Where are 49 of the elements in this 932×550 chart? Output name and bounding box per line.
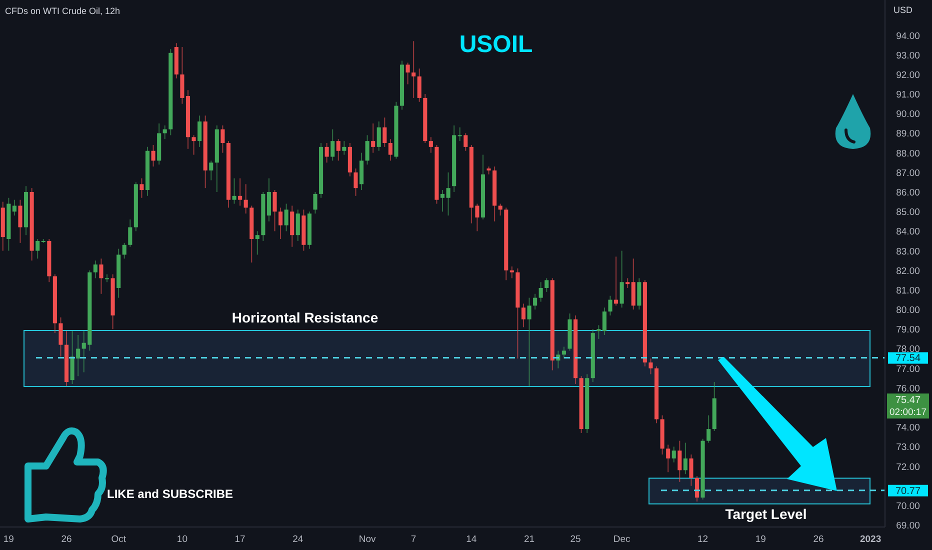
ref-line-label: 77.54 bbox=[895, 353, 921, 364]
y-tick-label: 89.00 bbox=[896, 128, 920, 140]
x-tick-label: 2023 bbox=[860, 534, 882, 545]
y-tick-label: 80.00 bbox=[896, 305, 920, 316]
text: USOIL bbox=[459, 31, 533, 58]
y-tick-label: 69.00 bbox=[896, 520, 920, 532]
x-tick-label: Nov bbox=[358, 534, 376, 545]
x-tick-label: Oct bbox=[111, 534, 126, 545]
y-tick-label: 90.00 bbox=[896, 109, 920, 120]
y-tick-label: 72.00 bbox=[896, 462, 920, 473]
y-axis-title: USD bbox=[893, 5, 913, 15]
x-tick-label: 21 bbox=[524, 534, 535, 545]
ref-line-label: 70.77 bbox=[895, 486, 921, 497]
x-tick-label: 26 bbox=[813, 534, 824, 545]
y-tick-label: 84.00 bbox=[896, 226, 920, 238]
annotation: LIKE and SUBSCRIBE bbox=[107, 487, 234, 501]
y-tick-label: 87.00 bbox=[896, 168, 920, 179]
y-tick-label: 70.00 bbox=[896, 500, 920, 512]
x-tick-label: 12 bbox=[698, 534, 708, 545]
y-tick-label: 82.00 bbox=[896, 266, 920, 277]
x-tick-label: 24 bbox=[292, 534, 304, 545]
y-tick-label: 88.00 bbox=[896, 148, 920, 160]
y-tick-label: 85.00 bbox=[896, 207, 920, 218]
y-tick-label: 73.00 bbox=[896, 442, 920, 454]
x-tick-label: 25 bbox=[570, 534, 581, 545]
y-tick-label: 92.00 bbox=[896, 70, 920, 81]
y-tick-label: 86.00 bbox=[896, 187, 920, 198]
y-tick-label: 93.00 bbox=[896, 50, 920, 62]
text: 75.47 bbox=[895, 395, 921, 406]
y-tick-label: 94.00 bbox=[896, 30, 920, 42]
x-tick-label: 17 bbox=[234, 534, 246, 545]
x-tick-label: Dec bbox=[613, 534, 631, 545]
text: 02:00:17 bbox=[890, 407, 926, 418]
y-tick-label: 81.00 bbox=[896, 285, 920, 296]
y-tick-label: 76.00 bbox=[896, 383, 920, 394]
x-tick-label: 10 bbox=[176, 534, 188, 545]
x-tick-label: 19 bbox=[3, 534, 14, 545]
y-tick-label: 74.00 bbox=[896, 422, 920, 434]
text: CFDs on WTI Crude Oil, 12h bbox=[5, 6, 120, 16]
x-tick-label: 26 bbox=[61, 534, 72, 545]
y-tick-label: 79.00 bbox=[896, 324, 920, 336]
y-tick-label: 77.00 bbox=[896, 364, 920, 375]
y-tick-label: 83.00 bbox=[896, 246, 920, 258]
band-label: Target Level bbox=[725, 506, 807, 522]
y-tick-label: 91.00 bbox=[896, 90, 920, 101]
x-tick-label: 14 bbox=[466, 534, 477, 545]
band-label: Horizontal Resistance bbox=[232, 310, 378, 326]
x-tick-label: 19 bbox=[755, 534, 766, 545]
x-tick-label: 7 bbox=[410, 534, 416, 545]
